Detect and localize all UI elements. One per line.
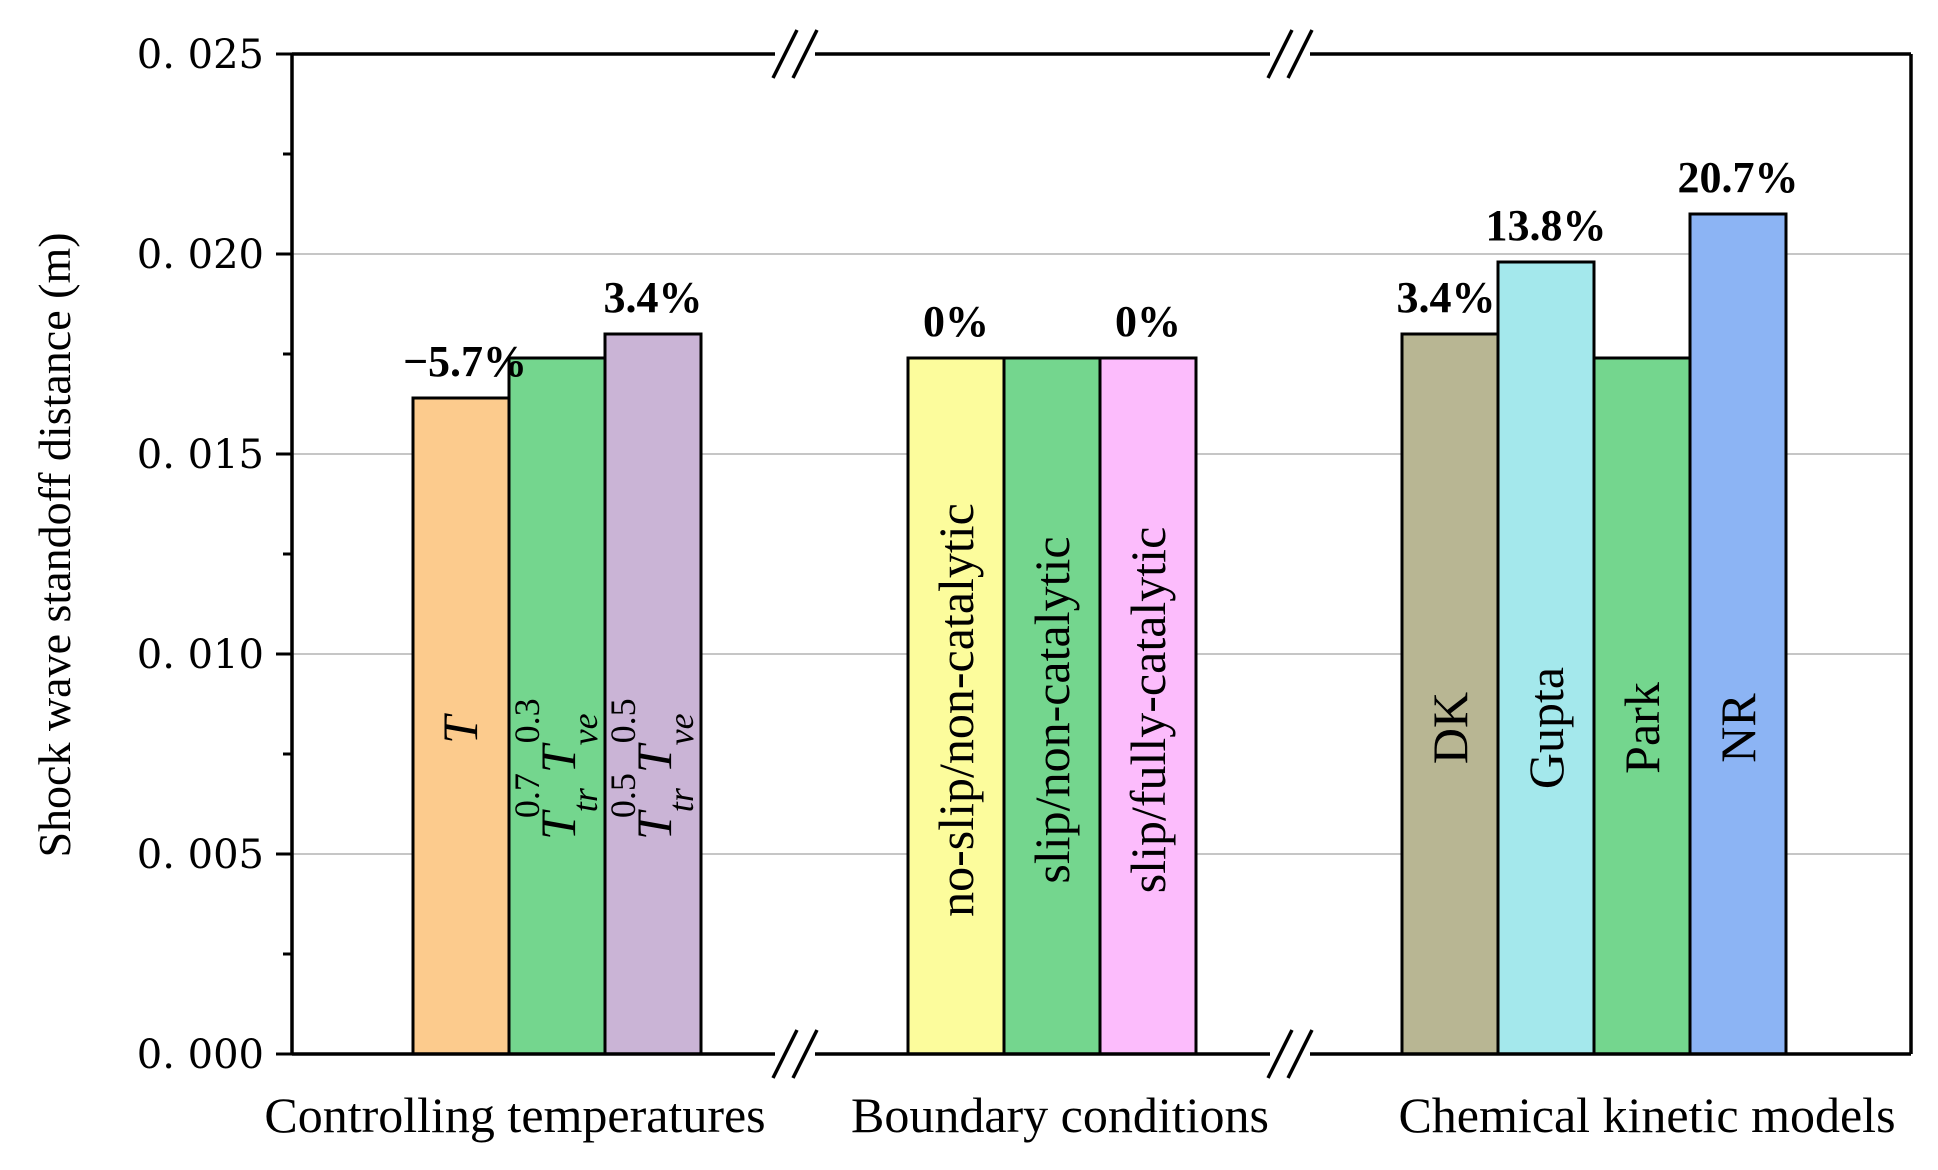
bar <box>1002 356 1102 1056</box>
bar <box>603 332 703 1056</box>
data-label: 3.4% <box>1397 273 1496 322</box>
bar-label: DK <box>1422 692 1478 764</box>
y-tick-label: 0. 015 <box>137 432 264 478</box>
axis-break-mark <box>1286 1029 1314 1079</box>
axis-break-mark <box>791 29 819 79</box>
bar-label: Ttr0.7Tve0.3 <box>507 698 605 840</box>
y-axis-title: Shock wave standoff distance (m) <box>29 232 80 857</box>
group-labels: Controlling temperatures Boundary conditi… <box>264 1087 1895 1143</box>
bar-label: Gupta <box>1518 667 1574 789</box>
group-label: Chemical kinetic models <box>1398 1087 1895 1143</box>
bar-label: slip/fully-catalytic <box>1120 527 1176 894</box>
data-label: 20.7% <box>1678 153 1799 202</box>
data-label: 3.4% <box>604 273 703 322</box>
data-labels: −5.7% 3.4% 0% 0% 3.4% 13.8% 20.7% <box>403 153 1799 386</box>
y-tick-label: 0. 025 <box>137 32 264 78</box>
bar-label: no-slip/non-catalytic <box>928 503 984 917</box>
y-tick-label: 0. 010 <box>137 632 264 678</box>
group-label: Controlling temperatures <box>264 1087 765 1143</box>
bars <box>411 212 1788 1056</box>
axis-break-mark <box>771 29 799 79</box>
axis-break-mark <box>791 1029 819 1079</box>
svg-text:Ttr0.7Tve0.3: Ttr0.7Tve0.3 <box>507 698 605 840</box>
bar-label: NR <box>1710 693 1766 763</box>
bar-label: Park <box>1614 682 1670 774</box>
y-tick-label: 0. 005 <box>137 832 264 878</box>
data-label: −5.7% <box>403 337 527 386</box>
bar <box>1400 332 1500 1056</box>
y-tick-label: 0. 020 <box>137 232 264 278</box>
bar <box>1098 356 1198 1056</box>
data-label: 13.8% <box>1486 201 1607 250</box>
y-axis-ticks: 0. 000 0. 005 0. 010 0. 015 0. 020 0. 025 <box>137 32 292 1078</box>
axis-break-mark <box>771 1029 799 1079</box>
plot-frame <box>290 29 1913 1079</box>
bar-label: T <box>432 713 488 744</box>
axis-break-mark <box>1286 29 1314 79</box>
bar <box>1688 212 1788 1056</box>
data-label: 0% <box>1115 297 1181 346</box>
bar-label: Ttr0.5Tve0.5 <box>603 698 701 840</box>
bar-label: slip/non-catalytic <box>1024 536 1080 883</box>
axis-break-mark <box>1266 1029 1294 1079</box>
bar <box>1496 260 1596 1056</box>
bar <box>906 356 1006 1056</box>
bar <box>411 396 511 1056</box>
y-tick-label: 0. 000 <box>137 1032 264 1078</box>
data-label: 0% <box>923 297 989 346</box>
group-label: Boundary conditions <box>851 1087 1269 1143</box>
svg-text:Ttr0.5Tve0.5: Ttr0.5Tve0.5 <box>603 698 701 840</box>
axis-break-mark <box>1266 29 1294 79</box>
